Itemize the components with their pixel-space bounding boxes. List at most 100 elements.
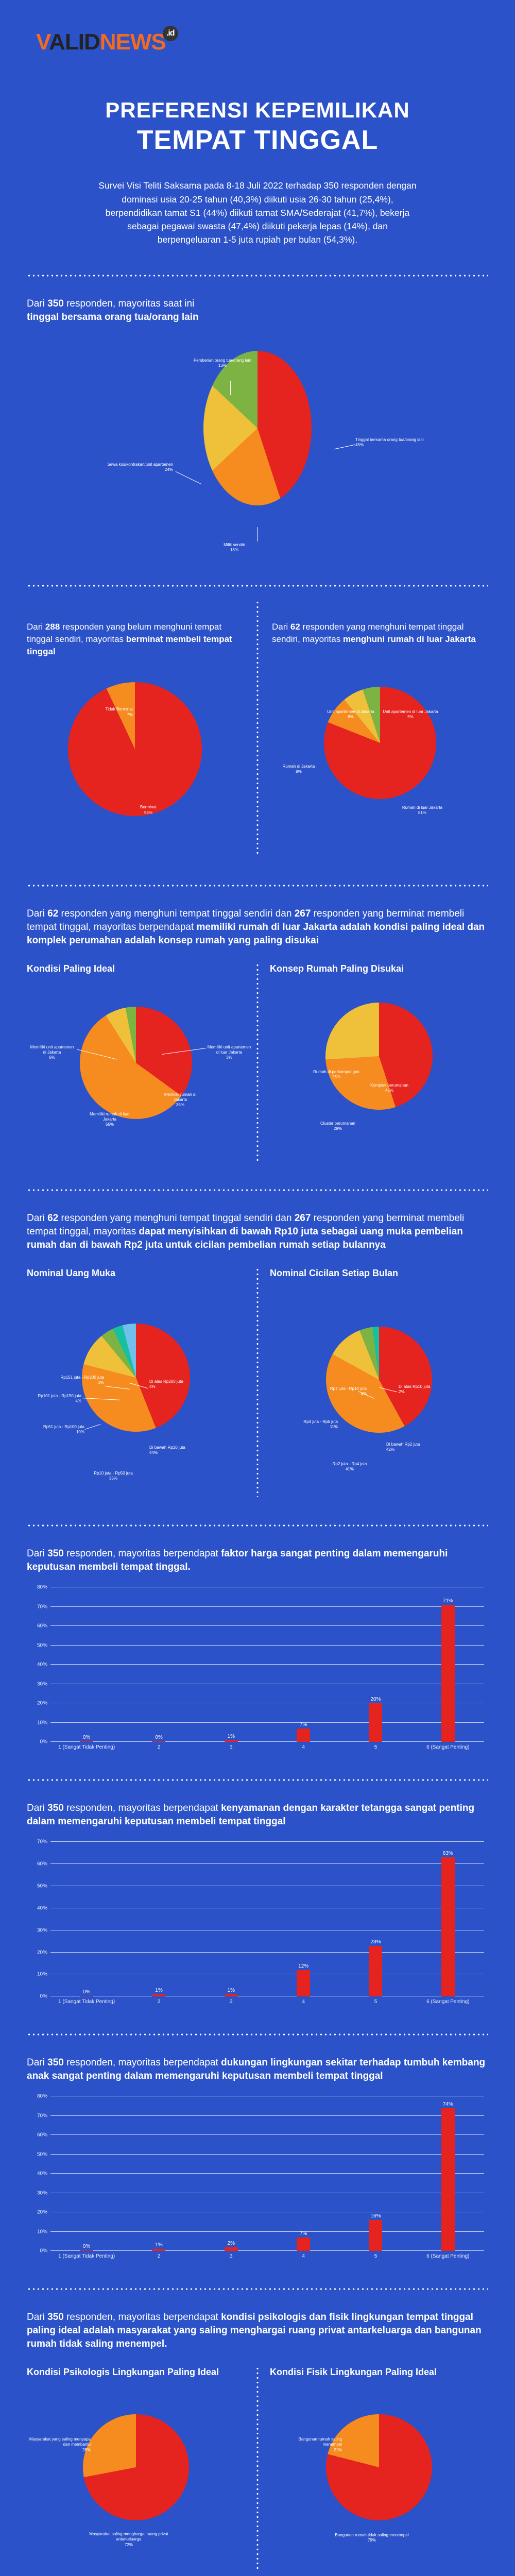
chart-kenyamanan-tetangga: 0% 10% 20% 30% 40% 50% 60% 70% 0% 1% 1% 12% 23% 63% 1 … [27,1839,488,2006]
y-tick-label: 60% [37,2132,47,2138]
intro-paragraph: Survei Visi Teliti Saksama pada 8-18 Jul… [98,180,417,245]
pie0-label-1: Milik sendiri 18% [224,542,245,553]
head-kondisi-fisik: Kondisi Fisik Lingkungan Paling Ideal [270,2367,437,2378]
s5-highlight: faktor harga sangat penting dalam memeng… [27,1548,448,1573]
section-nominal: Dari 62 responden yang menghuni tempat t… [0,1212,515,1497]
pie2-label-1: Rumah di Jakarta 8% [282,764,315,774]
s8-number: 350 [47,2311,64,2323]
x-tick-label: 2 [157,1744,161,1751]
pie10-label-0: Masyarakat saling menghargai ruang priva… [89,2531,168,2547]
section4-lead: Dari 62 responden yang menghuni tempat t… [27,1212,465,1251]
y-tick-label: 10% [37,1971,47,1977]
gridline [50,2115,484,2116]
bar[interactable] [152,1994,166,1997]
divider-vertical-2 [256,963,259,1161]
bar-value-label: 0% [82,2243,91,2249]
pie0-leader-3 [230,380,231,395]
s2l-highlight: berminat membeli tempat tinggal [27,634,232,656]
header: VALID NEWS .id [0,0,515,54]
y-tick-label: 70% [37,1604,47,1610]
pie10-label-1: Masyarakat yang saling menyapa dan memba… [29,2436,91,2452]
bar[interactable] [369,1945,383,1997]
section-faktor-harga: Dari 350 responden, mayoritas berpendapa… [0,1547,515,1751]
bar[interactable] [441,1605,455,1742]
bars-container: 0% 0% 1% 7% 20% 71% [50,1587,484,1742]
bar-slot: 0% [50,2096,123,2251]
gridline [50,2231,484,2232]
section-dukungan-lingkungan: Dari 350 responden, mayoritas berpendapa… [0,2056,515,2260]
section2-left: Dari 288 responden yang belum menghuni t… [27,600,254,852]
section4-right: Nominal Cicilan Setiap Bulan Di atas Rp1… [261,1267,488,1497]
pie-slices-kondisi-psikologis-ideal [83,2414,189,2520]
bar[interactable] [80,2250,94,2251]
bar-plot-dukungan-lingkungan-anak: 0% 10% 20% 30% 40% 50% 60% 70% 80% 0% 1% 2% 7% 16% 74% [27,2094,488,2254]
bar-value-label: 1% [155,1987,163,1993]
head-konsep-rumah-disukai: Konsep Rumah Paling Disukai [270,963,404,974]
bar[interactable] [80,1995,94,1997]
divider-4 [27,1189,488,1191]
bar[interactable] [441,2108,455,2251]
divider-3 [27,884,488,887]
s8-highlight: kondisi psikologis dan fisik lingkungan … [27,2311,482,2350]
pie5-label-3: Rp101 juta - Rp150 juta 4% [38,1393,82,1404]
s4-number-1: 62 [47,1212,59,1224]
gridline [50,1741,484,1742]
bar[interactable] [441,1857,455,1997]
pie0-label-2: Sewa kos/kontrakan/unit apartemen 24% [107,462,173,472]
pie3-label-3: Memiliki unit apartemen di luar Jakarta 3… [207,1044,251,1060]
divider-2 [27,584,488,587]
x-tick-label: 6 (Sangat Penting) [426,1999,470,2005]
bar-plot-faktor-harga: 0% 10% 20% 30% 40% 50% 60% 70% 80% 0% 0% 1% 7% 20% 71% [27,1585,488,1745]
bar[interactable] [369,1703,383,1742]
bar-slot: 16% [339,2096,411,2251]
y-tick-label: 0% [40,2248,47,2254]
logo-news-text: NEWS [99,29,166,55]
bar-value-label: 12% [298,1963,309,1969]
s1-text-b: responden, mayoritas saat ini [63,298,195,309]
bar[interactable] [152,1741,166,1742]
bar[interactable] [224,1740,238,1742]
gridline [50,2134,484,2136]
pie4-label-1: Cluster perumahan 29% [320,1121,356,1131]
y-tick-label: 10% [37,1720,47,1726]
y-axis-kenyamanan-tetangga: 0% 10% 20% 30% 40% 50% 60% 70% [27,1839,50,1999]
bars-container: 0% 1% 2% 7% 16% 74% [50,2096,484,2251]
pie-slices-nominal-uang-muka [82,1323,190,1432]
chart-kondisi-paling-ideal: Memiliki unit apartemen di Jakarta 6% Mem… [27,1006,251,1161]
s3-number-1: 62 [47,908,59,919]
bar[interactable] [80,1741,94,1742]
x-tick-label: 3 [230,2253,233,2260]
bar[interactable] [297,1728,311,1742]
gridline [50,1841,484,1842]
head-nominal-cicilan: Nominal Cicilan Setiap Bulan [270,1268,399,1279]
chart-kondisi-fisik: Bangunan rumah saling menempel 21% Bangun… [270,2414,488,2569]
bar[interactable] [152,2249,166,2251]
y-tick-label: 50% [37,1883,47,1889]
chart-dukungan-lingkungan: 0% 10% 20% 30% 40% 50% 60% 70% 80% 0% 1% 2% 7% 16% 74%… [27,2094,488,2260]
y-tick-label: 60% [37,1861,47,1867]
y-tick-label: 30% [37,2190,47,2196]
bar-slot: 1% [123,2096,195,2251]
bar[interactable] [369,2220,383,2251]
pie-slices-nominal-cicilan [326,1326,432,1433]
y-axis-faktor-harga: 0% 10% 20% 30% 40% 50% 60% 70% 80% [27,1585,50,1745]
chart-konsep-rumah-disukai: Komplek perumahan 45% Cluster perumahan 29… [270,1002,488,1157]
y-tick-label: 20% [37,1950,47,1956]
bar[interactable] [224,2247,238,2251]
x-tick-label: 4 [302,2253,305,2260]
section-kondisi-ideal: Dari 62 responden yang menghuni tempat t… [0,907,515,1161]
s1-number: 350 [47,298,64,309]
divider-1 [27,274,488,277]
x-tick-label: 2 [157,1999,161,2005]
bar-slot: 7% [267,2096,339,2251]
bar[interactable] [297,1970,311,1997]
x-tick-label: 2 [157,2253,161,2260]
bar[interactable] [297,2237,311,2251]
bar-slot: 63% [412,1842,484,1997]
bar[interactable] [224,1994,238,1997]
divider-vertical-1 [256,600,259,857]
x-axis-dukungan-lingkungan-anak: 1 (Sangat Tidak Penting) 2 3 4 5 6 (Sangat Pe… [50,2253,484,2260]
validnews-logo: VALID NEWS .id [36,26,515,55]
section3-lead: Dari 62 responden yang menghuni tempat t… [27,908,485,946]
section7-lead: Dari 350 responden, mayoritas berpendapa… [27,2057,486,2081]
